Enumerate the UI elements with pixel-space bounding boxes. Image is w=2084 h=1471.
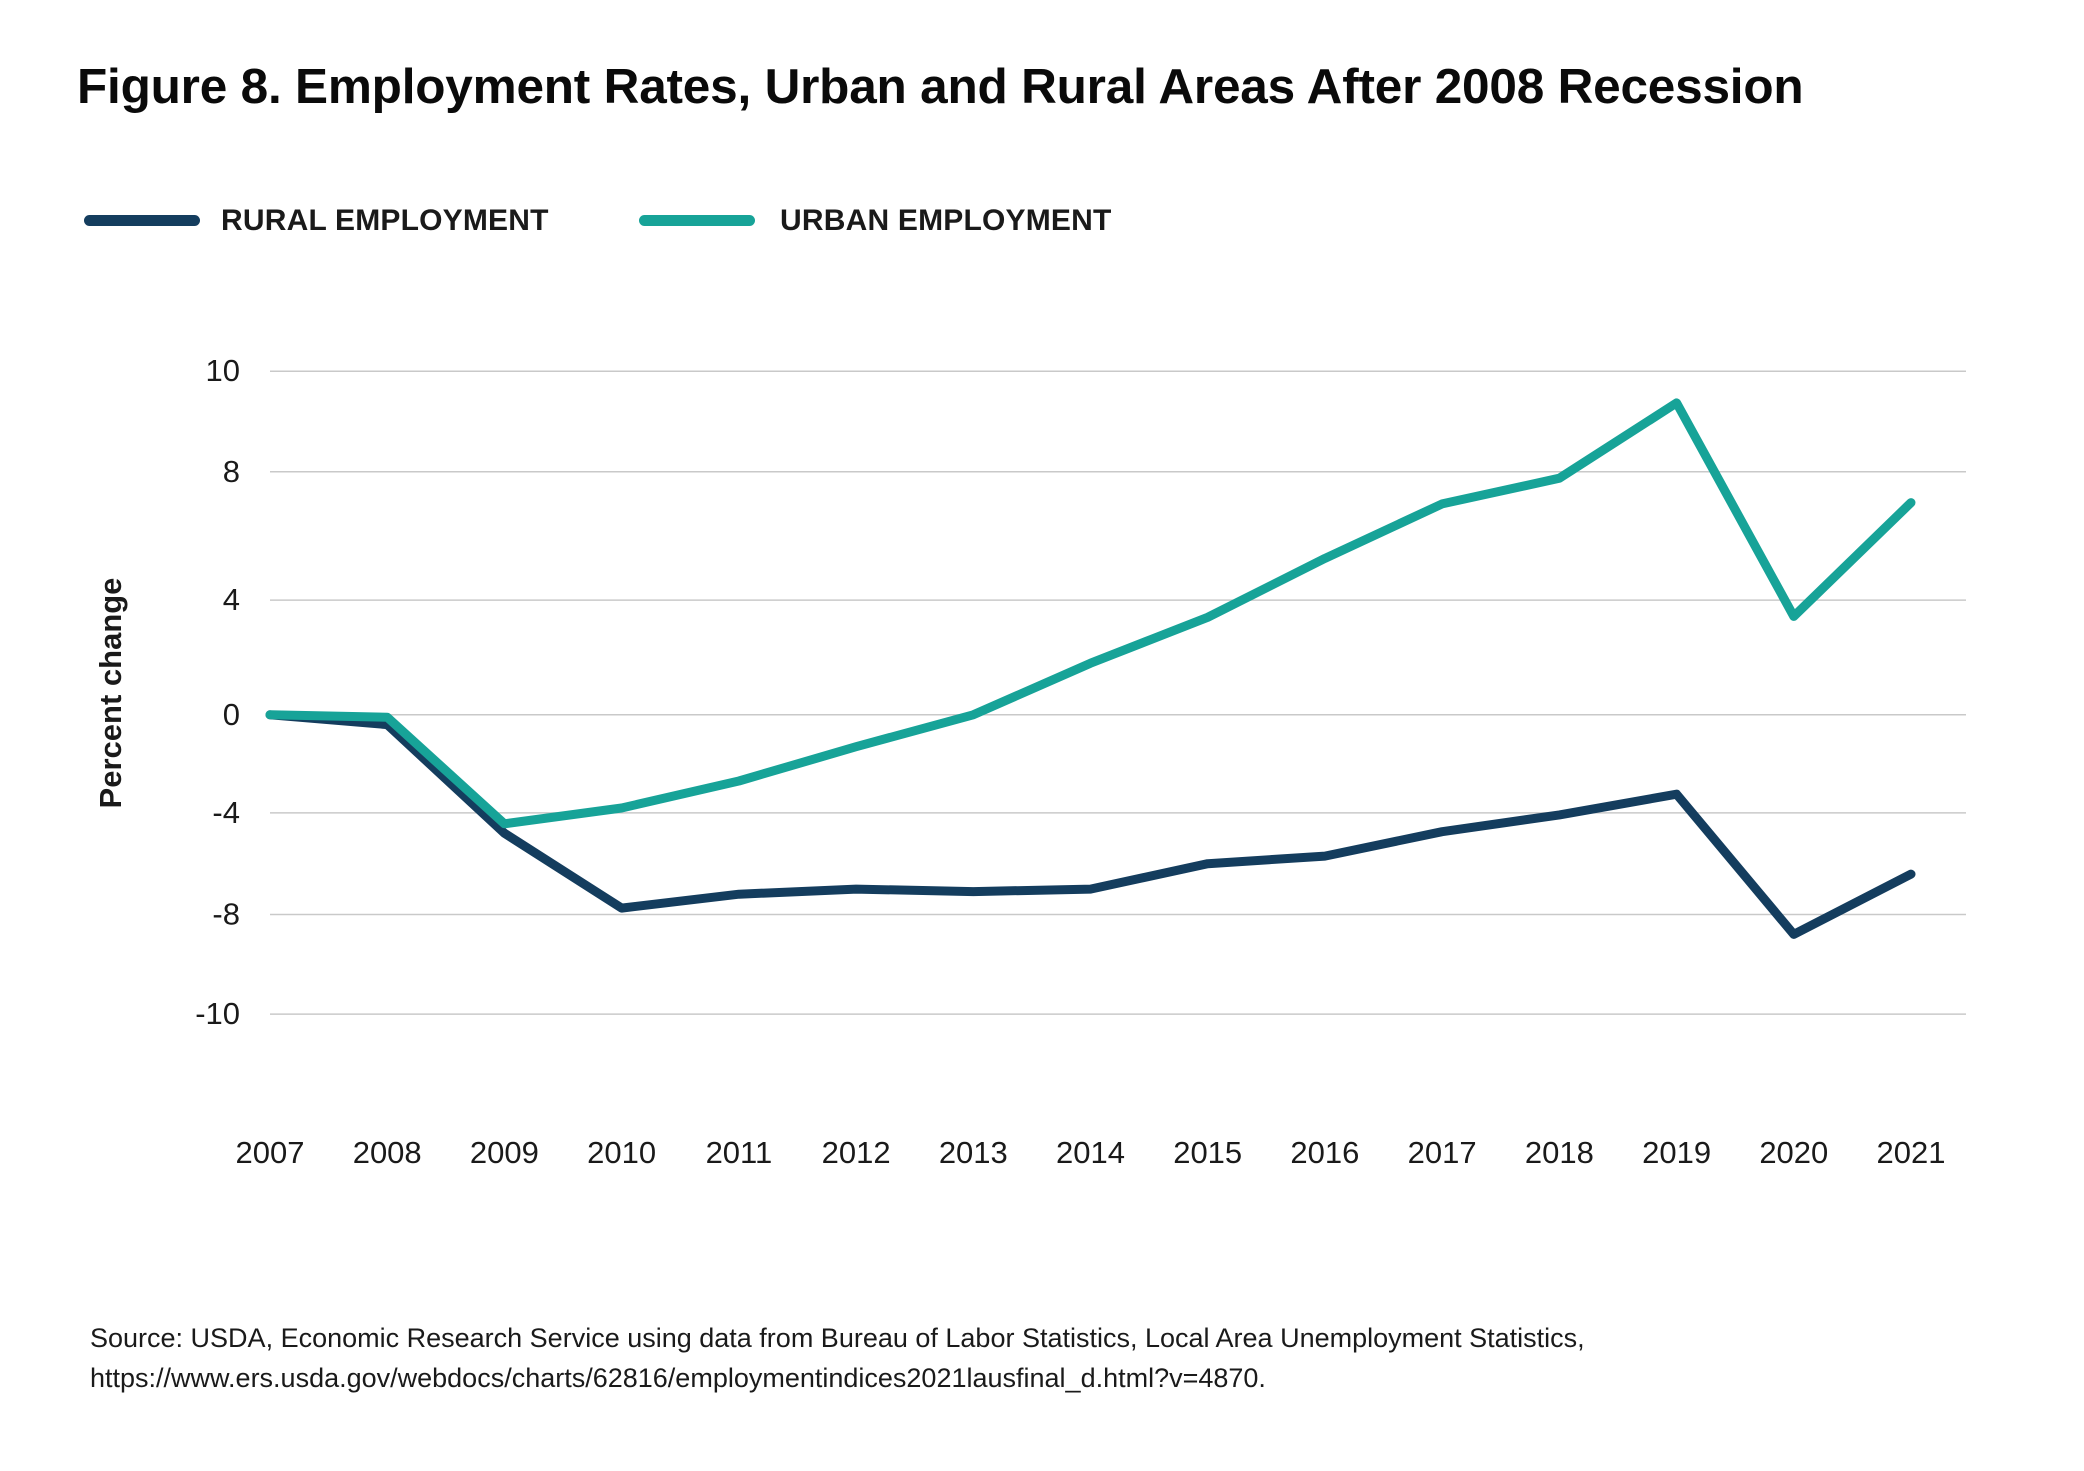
svg-text:-4: -4 [212, 795, 240, 830]
svg-text:2012: 2012 [822, 1135, 891, 1170]
svg-text:0: 0 [223, 697, 240, 732]
svg-text:2008: 2008 [353, 1135, 422, 1170]
svg-text:2007: 2007 [236, 1135, 305, 1170]
svg-text:2020: 2020 [1759, 1135, 1828, 1170]
svg-text:2019: 2019 [1642, 1135, 1711, 1170]
svg-text:2015: 2015 [1173, 1135, 1242, 1170]
svg-text:2018: 2018 [1525, 1135, 1594, 1170]
svg-text:-8: -8 [212, 897, 240, 932]
svg-text:10: 10 [206, 353, 240, 388]
svg-text:2016: 2016 [1290, 1135, 1359, 1170]
svg-text:2013: 2013 [939, 1135, 1008, 1170]
svg-text:2009: 2009 [470, 1135, 539, 1170]
svg-text:4: 4 [223, 582, 240, 617]
svg-text:2010: 2010 [587, 1135, 656, 1170]
svg-text:2014: 2014 [1056, 1135, 1125, 1170]
svg-text:2017: 2017 [1408, 1135, 1477, 1170]
svg-text:2021: 2021 [1877, 1135, 1946, 1170]
svg-text:-10: -10 [195, 996, 240, 1031]
svg-text:8: 8 [223, 454, 240, 489]
svg-text:2011: 2011 [706, 1135, 773, 1170]
